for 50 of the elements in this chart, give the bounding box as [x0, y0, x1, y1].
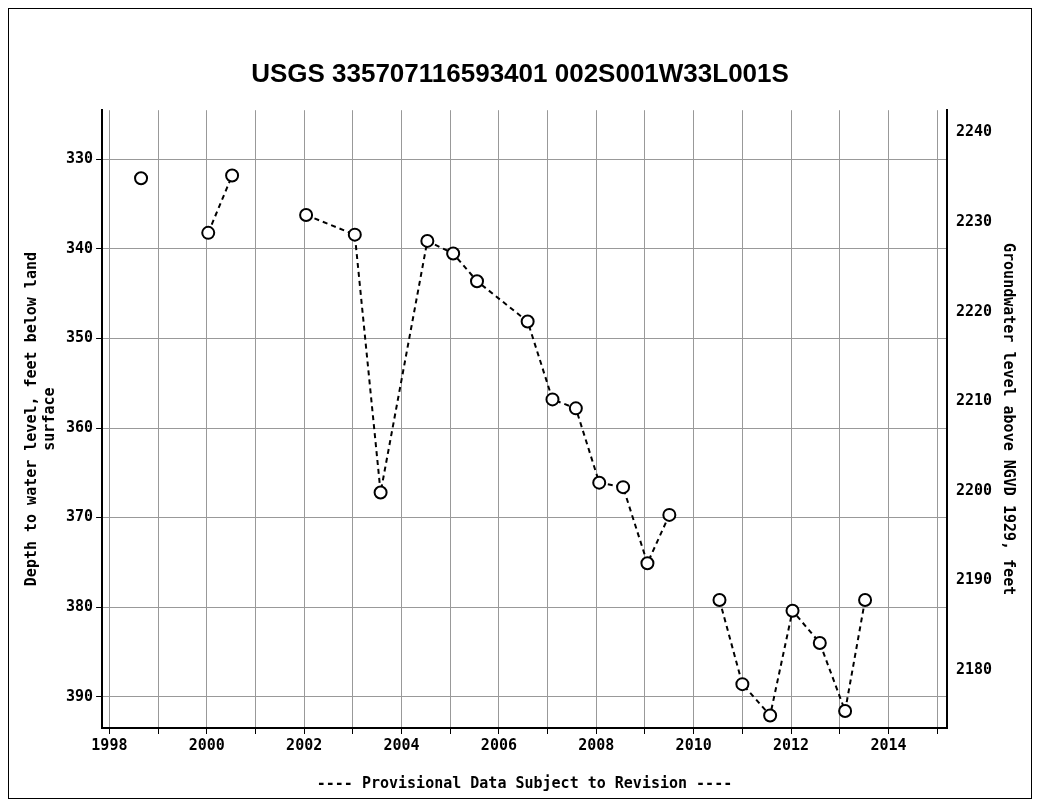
- text: ---- Provisional Data Subject to Revision ----: [316, 774, 733, 792]
- y-tick-label: 330: [66, 149, 94, 168]
- point: [640, 556, 655, 571]
- x-tick-label: 2014: [870, 735, 907, 754]
- point: [201, 225, 216, 240]
- y2-tick-label: 2230: [955, 212, 992, 231]
- y-tick-label: 380: [66, 597, 94, 616]
- point: [735, 677, 750, 692]
- point: [225, 168, 240, 183]
- point: [470, 274, 485, 289]
- x-tick-label: 2006: [480, 735, 517, 754]
- point: [545, 392, 560, 407]
- point: [592, 475, 607, 490]
- y-tick-label: 360: [66, 417, 94, 436]
- y2-tick-label: 2210: [955, 391, 992, 410]
- y2-tick-label: 2190: [955, 570, 992, 589]
- point: [134, 171, 149, 186]
- point: [838, 703, 853, 718]
- x-tick-label: 1998: [91, 735, 128, 754]
- y2-axis-title: Groundwater level above NGVD 1929, feet: [1000, 243, 1019, 596]
- y-tick-label: 340: [66, 238, 94, 257]
- point: [446, 246, 461, 261]
- y-tick-label: 350: [66, 328, 94, 347]
- point: [785, 603, 800, 618]
- x-tick-label: 2002: [286, 735, 323, 754]
- y-tick-label: 370: [66, 507, 94, 526]
- point: [712, 592, 727, 607]
- chart-title: USGS 335707116593401 002S001W33L001S: [251, 57, 789, 88]
- y2-tick-label: 2200: [955, 480, 992, 499]
- point: [616, 480, 631, 495]
- x-tick-label: 2004: [383, 735, 420, 754]
- point: [520, 314, 535, 329]
- x-tick-label: 2010: [675, 735, 712, 754]
- y-axis-title: Depth to water level, feet below land surface: [21, 252, 58, 587]
- point: [763, 708, 778, 723]
- point: [812, 635, 827, 650]
- y2-tick-label: 2180: [955, 659, 992, 678]
- y-tick-label: 390: [66, 686, 94, 705]
- point: [420, 233, 435, 248]
- point: [662, 507, 677, 522]
- point: [373, 485, 388, 500]
- x-tick-label: 2000: [188, 735, 225, 754]
- y2-tick-label: 2240: [955, 122, 992, 141]
- y2-tick-label: 2220: [955, 301, 992, 320]
- x-tick-label: 2012: [773, 735, 810, 754]
- point: [347, 227, 362, 242]
- point: [858, 592, 873, 607]
- x-tick-label: 2008: [578, 735, 615, 754]
- point: [568, 401, 583, 416]
- point: [299, 207, 314, 222]
